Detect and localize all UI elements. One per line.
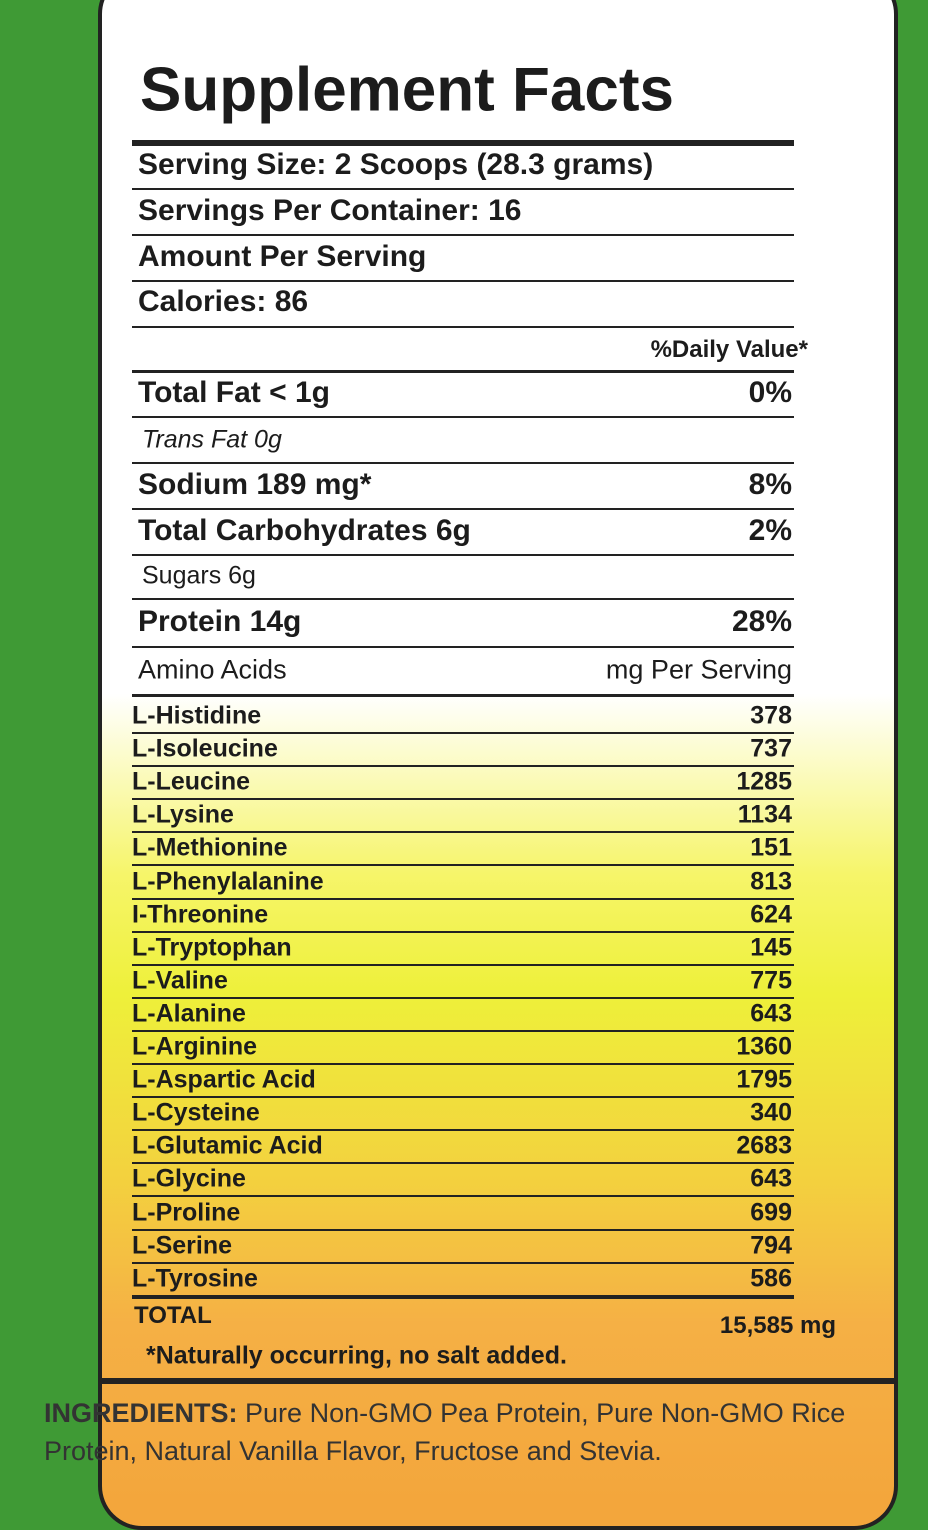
- amino-name: L-Isoleucine: [132, 734, 278, 763]
- rule: [132, 1294, 794, 1299]
- amino-name: L-Arginine: [132, 1032, 257, 1061]
- amino-mg: 775: [750, 966, 792, 995]
- amino-name: L-Valine: [132, 966, 228, 995]
- amino-mg: 737: [750, 734, 792, 763]
- amino-name: L-Glycine: [132, 1164, 246, 1193]
- amino-mg: 1134: [737, 800, 792, 829]
- nutrient-label: Trans Fat 0g: [142, 425, 282, 454]
- serving-size: Serving Size: 2 Scoops (28.3 grams): [138, 148, 654, 181]
- amino-name: L-Serine: [132, 1231, 233, 1260]
- rule: [132, 831, 794, 834]
- amino-mg: 378: [750, 701, 792, 730]
- amount-per-serving: Amount Per Serving: [138, 240, 427, 273]
- calories: Calories: 86: [138, 285, 309, 318]
- nutrient-dv: 8%: [748, 468, 792, 501]
- rule: [132, 1129, 794, 1132]
- rule: [132, 798, 794, 801]
- rule: [132, 370, 794, 373]
- ingredients-label: INGREDIENTS:: [44, 1398, 238, 1428]
- amino-mg: 340: [750, 1098, 792, 1127]
- rule: [132, 1096, 794, 1099]
- rule: [132, 996, 794, 999]
- amino-name: I-Threonine: [132, 900, 269, 929]
- rule: [132, 598, 794, 600]
- nutrient-label: Total Fat < 1g: [138, 376, 330, 409]
- rule: [132, 416, 794, 418]
- amino-mg: 643: [750, 1164, 792, 1193]
- total-label: TOTAL: [134, 1302, 212, 1329]
- nutrient-label: Sodium 189 mg*: [138, 468, 372, 501]
- rule: [132, 694, 794, 697]
- amino-mg: 151: [750, 833, 792, 862]
- amino-mg: 699: [750, 1198, 792, 1226]
- rule: [132, 554, 794, 556]
- amino-mg: 1360: [736, 1032, 792, 1061]
- amino-name: L-Tryptophan: [132, 933, 292, 962]
- amino-name: L-Tyrosine: [132, 1264, 258, 1293]
- amino-name: L-Methionine: [132, 833, 288, 862]
- ingredients-text: Pure Non-GMO Pea Protein, Pure Non-GMO R…: [44, 1398, 846, 1466]
- nutrient-dv: 28%: [731, 605, 792, 638]
- amino-name: L-Lysine: [132, 800, 234, 829]
- amino-header: Amino Acids: [138, 654, 287, 685]
- rule: [132, 326, 794, 328]
- rule: [132, 1195, 794, 1198]
- amino-mg: 813: [750, 867, 792, 895]
- amino-mg: 145: [750, 933, 792, 962]
- rule: [132, 1228, 794, 1231]
- nutrient-label: Total Carbohydrates 6g: [138, 514, 471, 547]
- amino-mg: 1795: [736, 1065, 792, 1094]
- amino-mg: 794: [750, 1231, 792, 1260]
- rule: [132, 140, 794, 146]
- nutrient-label: Sugars 6g: [142, 561, 256, 590]
- amino-mg: 643: [750, 999, 792, 1028]
- rule: [132, 930, 794, 933]
- servings-per-container: Servings Per Container: 16: [138, 194, 522, 227]
- rule: [132, 1261, 794, 1264]
- amino-mg: 1285: [736, 767, 792, 796]
- amino-name: L-Phenylalanine: [132, 867, 324, 895]
- rule: [132, 897, 794, 900]
- amino-name: L-Leucine: [132, 767, 251, 796]
- rule: [132, 646, 794, 648]
- label-panel: [98, 0, 898, 1530]
- title: Supplement Facts: [140, 55, 674, 125]
- amino-name: L-Alanine: [132, 999, 246, 1028]
- rule: [132, 864, 794, 867]
- amino-mg: 586: [750, 1264, 792, 1293]
- footnote: *Naturally occurring, no salt added.: [146, 1341, 567, 1370]
- ingredients: INGREDIENTS: Pure Non-GMO Pea Protein, P…: [44, 1394, 884, 1470]
- rule: [132, 1029, 794, 1032]
- rule: [132, 462, 794, 464]
- amino-mg: 624: [750, 900, 792, 929]
- rule: [132, 1063, 794, 1065]
- nutrient-dv: 2%: [748, 514, 792, 547]
- amino-name: L-Cysteine: [132, 1098, 260, 1127]
- rule: [132, 732, 794, 734]
- amino-name: L-Proline: [132, 1198, 241, 1226]
- amino-name: L-Histidine: [132, 701, 262, 730]
- rule: [132, 508, 794, 510]
- rule: [132, 280, 794, 282]
- rule: [132, 765, 794, 768]
- daily-value-header: %Daily Value*: [650, 336, 808, 363]
- amino-name: L-Aspartic Acid: [132, 1065, 316, 1094]
- total-value: 15,585 mg: [719, 1312, 836, 1339]
- rule: [132, 234, 794, 236]
- rule: [132, 188, 794, 190]
- amino-name: L-Glutamic Acid: [132, 1131, 323, 1160]
- rule: [102, 1378, 894, 1384]
- nutrient-label: Protein 14g: [138, 605, 302, 638]
- amino-mg: 2683: [736, 1131, 792, 1160]
- amino-unit: mg Per Serving: [605, 654, 792, 685]
- rule: [132, 963, 794, 966]
- nutrient-dv: 0%: [748, 376, 792, 409]
- rule: [132, 1162, 794, 1165]
